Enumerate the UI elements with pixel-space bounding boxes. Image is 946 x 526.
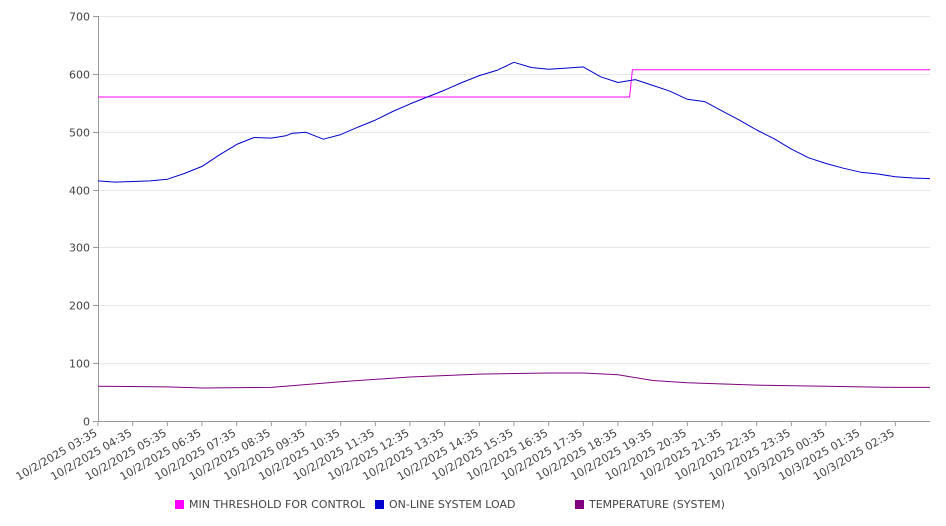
y-tick-label: 100 bbox=[69, 358, 90, 371]
legend-item-temperature: TEMPERATURE (SYSTEM) bbox=[575, 498, 725, 511]
series-lines bbox=[97, 61, 931, 389]
legend-label-temperature: TEMPERATURE (SYSTEM) bbox=[589, 498, 725, 511]
y-axis-ticks: 0 100 200 300 400 500 600 700 bbox=[69, 11, 98, 429]
y-tick-label: 600 bbox=[69, 69, 90, 82]
y-tick-label: 500 bbox=[69, 127, 90, 140]
series-line-threshold bbox=[98, 69, 930, 98]
legend-label-threshold: MIN THRESHOLD FOR CONTROL bbox=[189, 498, 365, 511]
series-line-temperature bbox=[97, 372, 930, 389]
y-tick-label: 400 bbox=[69, 185, 90, 198]
legend: MIN THRESHOLD FOR CONTROL ON-LINE SYSTEM… bbox=[0, 498, 946, 514]
legend-swatch-load bbox=[375, 500, 384, 509]
y-tick-label: 300 bbox=[69, 242, 90, 255]
legend-item-load: ON-LINE SYSTEM LOAD bbox=[375, 498, 515, 511]
axes bbox=[98, 16, 930, 422]
y-tick-label: 200 bbox=[69, 300, 90, 313]
series-line-load bbox=[97, 61, 931, 183]
y-tick-label: 700 bbox=[69, 11, 90, 24]
legend-swatch-temperature bbox=[575, 500, 584, 509]
gridlines bbox=[98, 16, 930, 364]
legend-label-load: ON-LINE SYSTEM LOAD bbox=[389, 498, 516, 511]
legend-swatch-threshold bbox=[175, 500, 184, 509]
legend-item-threshold: MIN THRESHOLD FOR CONTROL bbox=[175, 498, 365, 511]
y-tick-label: 0 bbox=[83, 416, 90, 429]
